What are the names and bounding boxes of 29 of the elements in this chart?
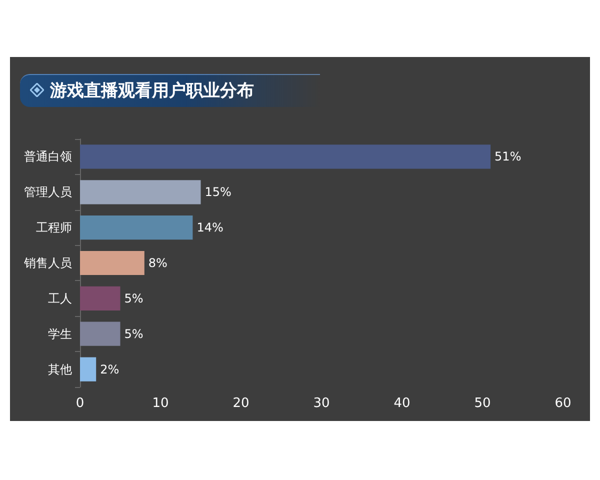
data-label: 5% [124,326,144,341]
data-label: 15% [204,185,232,200]
x-tick-label: 60 [554,396,572,411]
x-tick-label: 0 [76,396,84,411]
bar [80,357,96,382]
data-label: 2% [100,362,120,376]
bar [80,180,201,204]
y-tick-label: 管理人员 [24,185,72,200]
x-tick-label: 30 [313,396,330,411]
y-tick-label: 销售人员 [23,256,72,270]
bar [80,322,120,346]
y-tick-label: 工人 [48,291,72,306]
x-tick-label: 50 [474,396,491,411]
chart-title: 游戏直播观看用户职业分布 [50,80,254,103]
y-tick-label: 工程师 [36,220,72,235]
x-tick-label: 40 [394,396,410,411]
bar [80,286,120,310]
bar [80,216,193,240]
bar [80,144,491,169]
x-tick-label: 10 [152,396,169,411]
data-label: 51% [494,150,522,164]
y-tick-label: 其他 [48,362,72,376]
y-tick-label: 普通白领 [24,150,72,164]
x-tick-label: 20 [232,396,250,411]
y-tick-label: 学生 [48,326,72,341]
bar [80,250,144,276]
data-label: 14% [196,220,224,235]
data-label: 8% [148,256,168,270]
data-label: 5% [124,291,144,306]
